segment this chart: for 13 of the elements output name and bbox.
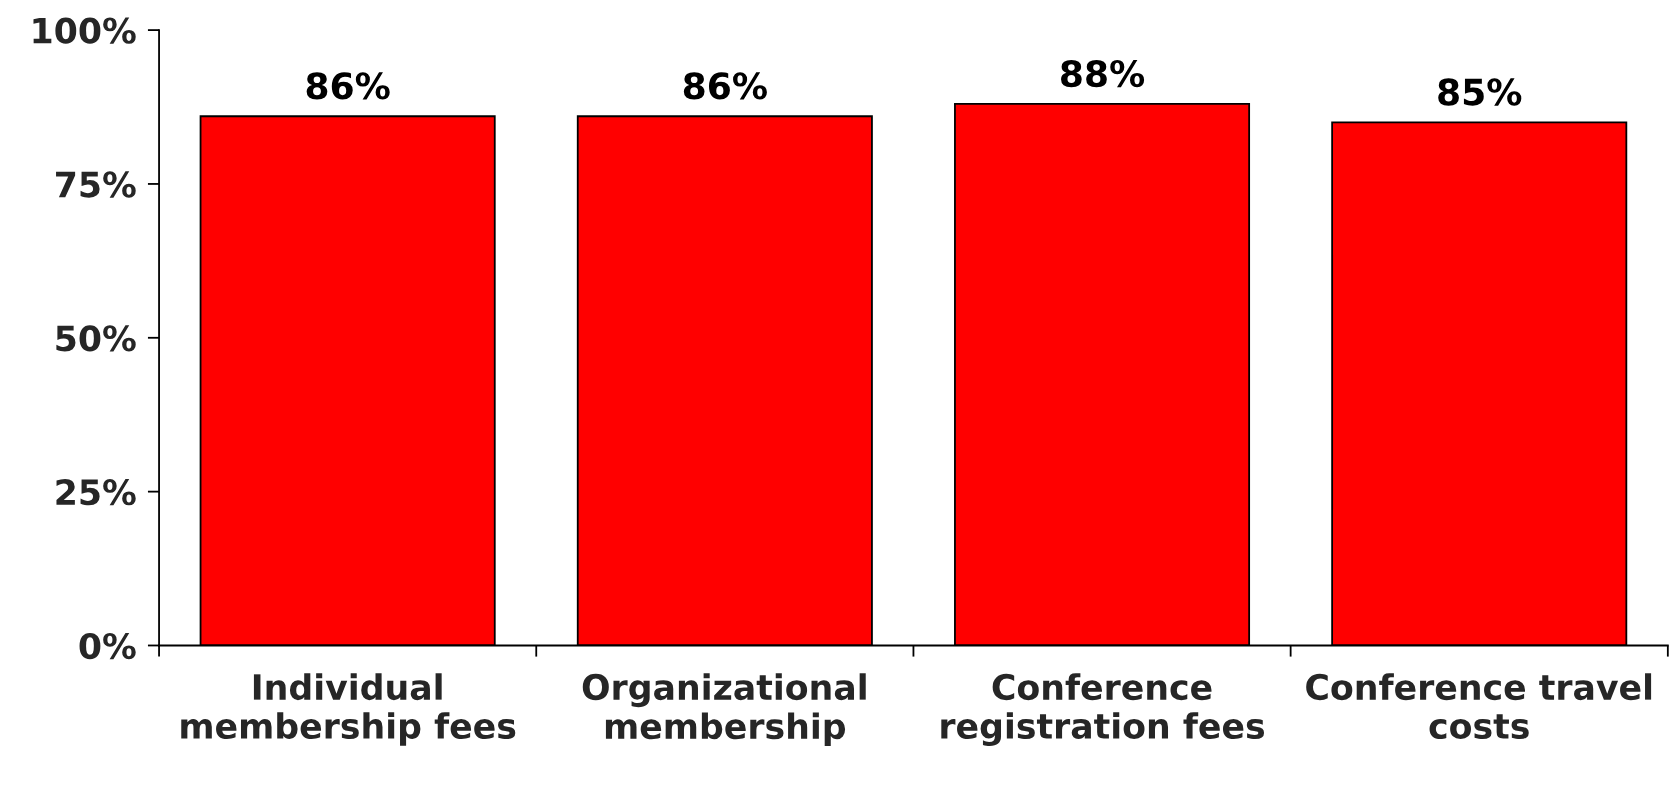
y-tick-label: 0% xyxy=(79,632,136,660)
data-label: 85% xyxy=(1438,78,1522,106)
x-tick-label: Conference registration fees xyxy=(941,673,1265,747)
y-tick-label: 50% xyxy=(56,325,136,352)
x-tick-label: Individual membership fees xyxy=(181,673,516,746)
y-tick-label: 75% xyxy=(56,171,136,198)
x-tick-label: Conference travel costs xyxy=(1306,673,1652,740)
y-tick-label: 100% xyxy=(33,17,136,44)
y-tick-label: 25% xyxy=(56,479,136,506)
x-tick-label: Organizational membership xyxy=(582,673,866,747)
data-label: 86% xyxy=(683,72,767,100)
data-label: 86% xyxy=(306,72,390,100)
data-label: 88% xyxy=(1061,59,1145,88)
